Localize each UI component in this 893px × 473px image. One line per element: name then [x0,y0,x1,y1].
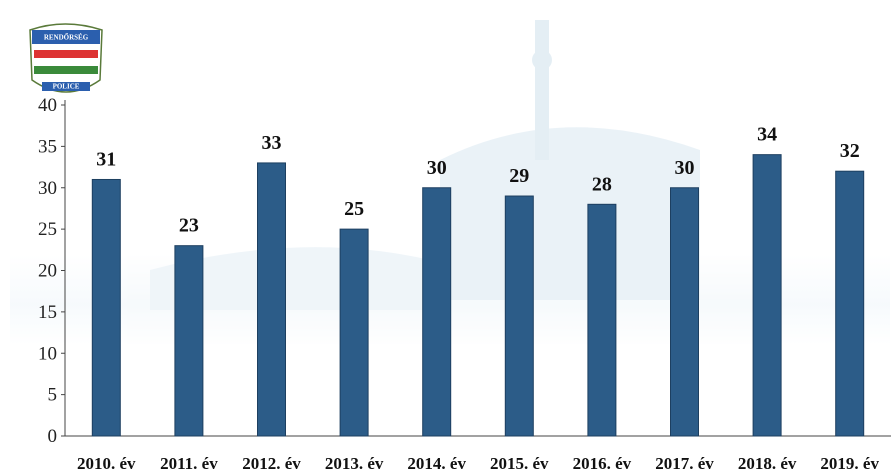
bar [587,203,617,437]
value-label: 25 [344,198,364,220]
y-tick-label: 30 [38,178,57,199]
y-tick-label: 25 [38,219,57,240]
bar [504,195,534,437]
y-tick-label: 5 [48,385,58,406]
value-label: 31 [96,148,116,170]
x-tick-label: 2016. év [573,454,632,473]
x-tick-label: 2014. év [407,454,466,473]
logo-top: RENDŐRSÉG [44,34,89,42]
bar [752,154,782,437]
value-label: 29 [509,165,529,187]
value-label: 34 [757,124,777,146]
logo-bottom: POLICE [53,83,80,91]
bar [339,228,369,437]
logo: RENDŐRSÉG POLICE [29,23,103,93]
y-tick-label: 20 [38,261,57,282]
y-tick-label: 10 [38,343,57,364]
y-tick-label: 40 [38,95,57,116]
value-label: 32 [840,140,860,162]
y-tick-label: 35 [38,136,57,157]
x-tick-label: 2013. év [325,454,384,473]
value-label: 33 [262,132,282,154]
x-tick-label: 2012. év [242,454,301,473]
bar [670,187,699,437]
y-tick-label: 15 [38,302,57,323]
y-tick-label: 0 [48,426,58,447]
value-label: 30 [675,157,695,179]
bar [835,170,865,437]
x-tick-label: 2019. év [820,454,879,473]
x-tick-label: 2011. év [160,454,218,473]
value-label: 23 [179,215,199,237]
x-tick-label: 2017. év [655,454,714,473]
bar [91,178,121,437]
value-label: 28 [592,173,612,195]
bar [257,162,286,437]
x-tick-label: 2015. év [490,454,549,473]
value-label: 30 [427,157,447,179]
x-tick-label: 2010. év [77,454,136,473]
x-tick-label: 2018. év [738,454,797,473]
bar [174,245,204,437]
bar [422,187,452,437]
